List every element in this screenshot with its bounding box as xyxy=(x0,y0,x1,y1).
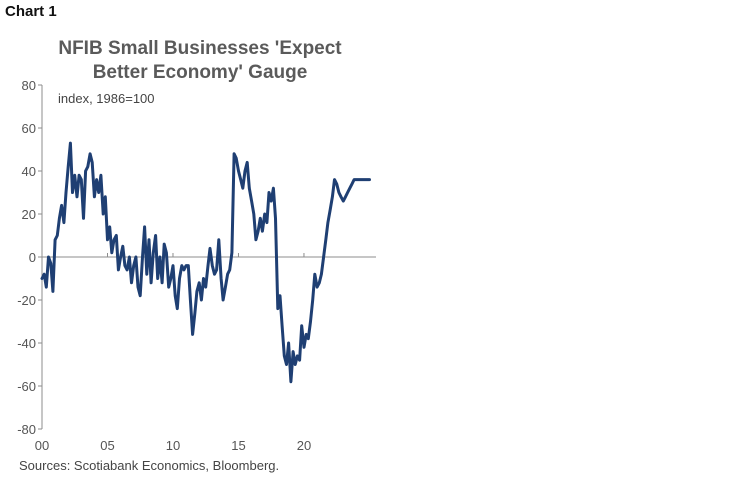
y-tick-label: 80 xyxy=(22,78,36,93)
x-tick-label: 20 xyxy=(297,438,311,453)
x-axis: 00 05 10 15 20 xyxy=(35,253,376,453)
y-tick-label: -40 xyxy=(17,336,36,351)
x-tick-label: 10 xyxy=(166,438,180,453)
y-tick-label: 20 xyxy=(22,207,36,222)
y-axis: 80 60 40 20 0 -20 -40 -60 -80 xyxy=(17,78,43,437)
x-tick-label: 05 xyxy=(100,438,114,453)
chart-title-line-1: NFIB Small Businesses 'Expect xyxy=(58,38,342,59)
y-tick-label: 40 xyxy=(22,164,36,179)
y-tick-label: -20 xyxy=(17,293,36,308)
series-line xyxy=(40,141,371,384)
x-tick-label: 00 xyxy=(35,438,49,453)
chart-subtitle: index, 1986=100 xyxy=(58,91,155,106)
y-tick-label: -80 xyxy=(17,422,36,437)
x-tick-label: 15 xyxy=(231,438,245,453)
y-tick-label: 60 xyxy=(22,121,36,136)
chart-label: Chart 1 xyxy=(5,3,57,20)
series-group xyxy=(40,141,371,384)
chart-title-line-2: Better Economy' Gauge xyxy=(92,62,308,83)
y-tick-label: 0 xyxy=(29,250,36,265)
y-tick-label: -60 xyxy=(17,379,36,394)
source-note: Sources: Scotiabank Economics, Bloomberg… xyxy=(19,458,280,473)
